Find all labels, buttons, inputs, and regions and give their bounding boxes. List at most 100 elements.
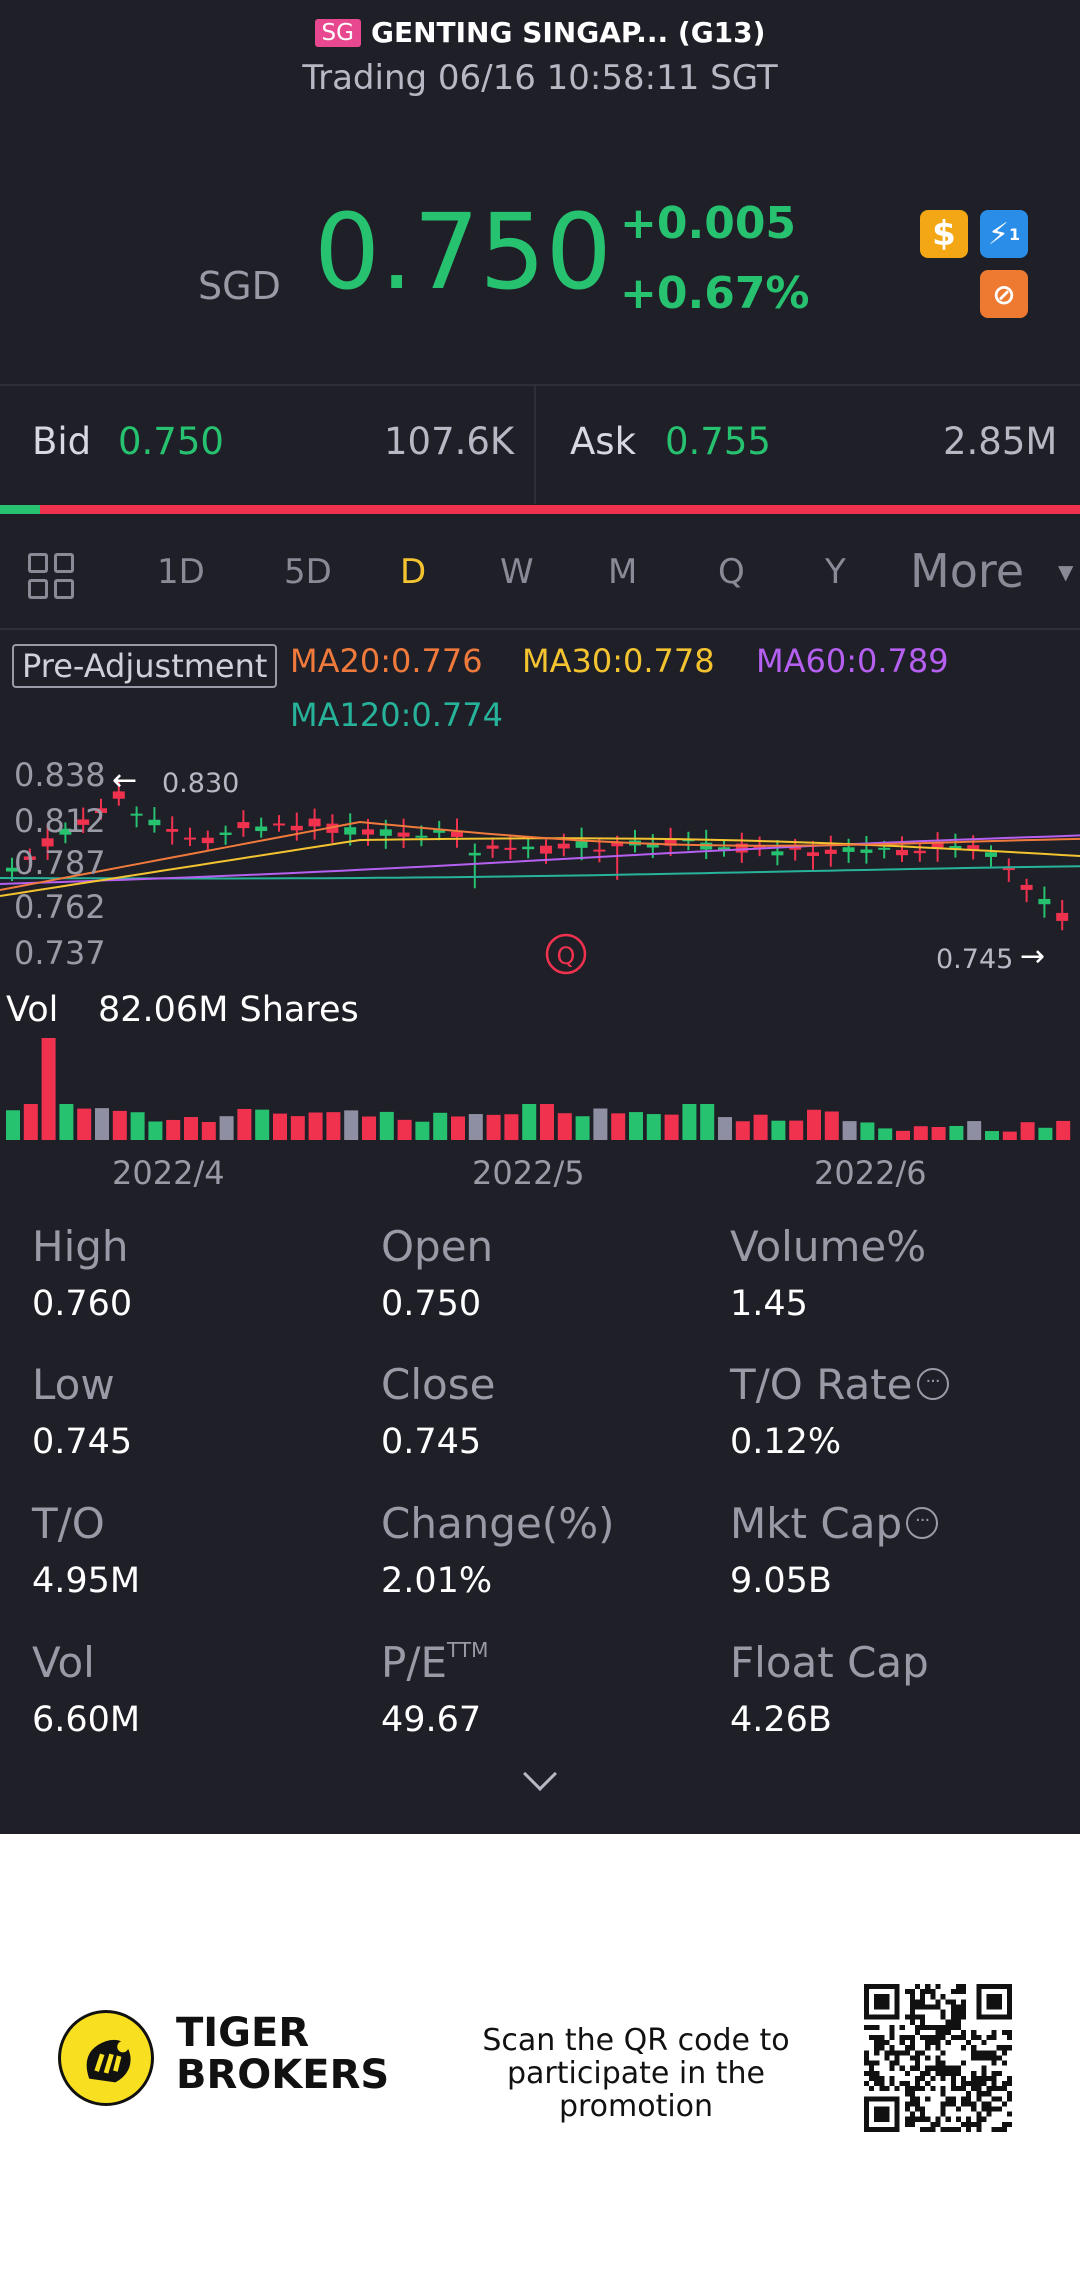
tab-w[interactable]: W <box>500 552 534 592</box>
y-tick: 0.787 <box>14 844 106 882</box>
stat-label-with-info[interactable]: T/O Rate ··· <box>730 1360 949 1409</box>
candle-body <box>201 837 214 844</box>
info-icon[interactable]: ··· <box>906 1506 939 1539</box>
stat-label: Open <box>381 1222 494 1271</box>
prohibited-icon[interactable]: ⊘ <box>980 270 1028 318</box>
ask-size: 2.85M <box>943 420 1058 463</box>
volume-bar <box>735 1121 750 1140</box>
brand-line: TIGER <box>176 2010 310 2056</box>
stock-title: SG GENTING SINGAP... (G13) <box>0 16 1080 49</box>
event-marker-icon <box>545 933 587 975</box>
stat-value: 0.745 <box>381 1422 482 1462</box>
volume-bar <box>344 1110 359 1140</box>
candle-body <box>344 827 357 835</box>
volume-bar <box>575 1116 590 1140</box>
candlestick-chart[interactable]: 0.838 0.812 0.787 0.762 0.737 ← 0.830 0.… <box>0 750 1080 1150</box>
candle-body <box>807 852 819 857</box>
candle-body <box>415 835 428 838</box>
volume-bar <box>540 1104 554 1140</box>
volume-bar <box>824 1111 839 1140</box>
candles <box>6 781 1069 931</box>
candle-body <box>967 845 980 851</box>
ma20-value: MA20:0.776 <box>290 642 483 680</box>
candle-body <box>575 841 588 848</box>
tab-m[interactable]: M <box>608 552 638 592</box>
candle-body <box>985 852 997 857</box>
volume-bar <box>486 1114 501 1140</box>
candle-body <box>112 791 125 799</box>
candle-body <box>540 845 552 854</box>
volume-bar <box>23 1104 38 1140</box>
volume-bar <box>1056 1120 1071 1140</box>
dollar-icon[interactable]: $ <box>920 210 968 258</box>
tab-d[interactable]: D <box>400 552 427 592</box>
candle-body <box>664 839 677 846</box>
candle-body <box>397 832 410 837</box>
volume-bar <box>130 1112 145 1140</box>
volume-bars <box>6 1038 1071 1140</box>
grid-icon[interactable] <box>28 553 74 599</box>
tab-more[interactable]: More <box>910 544 1025 598</box>
candle-body <box>931 842 944 849</box>
candle-body <box>6 867 18 872</box>
tab-1d[interactable]: 1D <box>157 552 205 592</box>
candle-body <box>860 849 873 853</box>
last-price: 0.750 <box>314 191 612 313</box>
volume-bar <box>646 1114 661 1140</box>
qr-code[interactable] <box>864 1984 1012 2132</box>
caret-down-icon[interactable]: ▼ <box>1058 560 1074 584</box>
volume-bar <box>611 1113 626 1140</box>
stat-label: Change(%) <box>381 1499 615 1548</box>
ma60-value: MA60:0.789 <box>756 642 949 680</box>
adjustment-toggle[interactable]: Pre-Adjustment <box>12 644 278 688</box>
info-icon[interactable]: ··· <box>916 1367 949 1400</box>
stat-label-with-info[interactable]: Mkt Cap ··· <box>730 1499 939 1548</box>
candle-body <box>326 823 339 833</box>
tab-q[interactable]: Q <box>718 552 745 592</box>
candle-body <box>184 837 196 840</box>
ma120-line <box>0 865 1080 880</box>
volume-bar <box>397 1119 412 1140</box>
candle-body <box>1002 868 1015 871</box>
candle-body <box>433 830 446 833</box>
volume-bar <box>682 1104 697 1140</box>
volume-bar <box>201 1121 216 1140</box>
candle-body <box>486 845 499 849</box>
volume-bar <box>718 1117 732 1140</box>
candle-body <box>273 823 285 826</box>
candle-body <box>290 825 303 831</box>
volume-bar <box>664 1114 679 1140</box>
candle-body <box>23 856 36 860</box>
volume-bar <box>6 1110 20 1140</box>
bid-ask-panel[interactable]: Bid 0.750 107.6K Ask 0.755 2.85M <box>0 386 1080 504</box>
ask-label: Ask <box>570 420 637 463</box>
volume-bar <box>112 1110 127 1140</box>
candle-body <box>771 851 784 856</box>
lightning-icon[interactable]: ⚡ 1 <box>980 210 1028 258</box>
bid-label: Bid <box>32 420 92 463</box>
stat-value: 9.05B <box>730 1561 832 1601</box>
candle-body <box>1038 898 1051 905</box>
volume-bar <box>1020 1122 1035 1140</box>
candle-body <box>842 847 855 852</box>
stat-label: Close <box>381 1360 496 1409</box>
tab-5d[interactable]: 5D <box>284 552 332 592</box>
brand-name: TIGER BROKERS <box>176 2012 389 2096</box>
volume-label: Vol <box>6 990 59 1030</box>
bid-size: 107.6K <box>384 420 515 463</box>
sell-ratio-bar <box>40 505 1080 514</box>
volume-value: 82.06M Shares <box>98 990 359 1030</box>
volume-bar <box>1002 1131 1017 1140</box>
candle-body <box>130 813 143 816</box>
candle-body <box>362 829 374 835</box>
buy-ratio-bar <box>0 505 40 514</box>
volume-bar <box>326 1112 341 1140</box>
candle-body <box>451 831 463 837</box>
ma60-line <box>0 834 1080 885</box>
divider <box>0 384 1080 386</box>
candle-body <box>379 829 392 836</box>
stat-label: Volume% <box>730 1222 927 1271</box>
volume-bar <box>593 1108 608 1140</box>
tab-y[interactable]: Y <box>825 552 846 592</box>
candle-body <box>41 838 54 847</box>
